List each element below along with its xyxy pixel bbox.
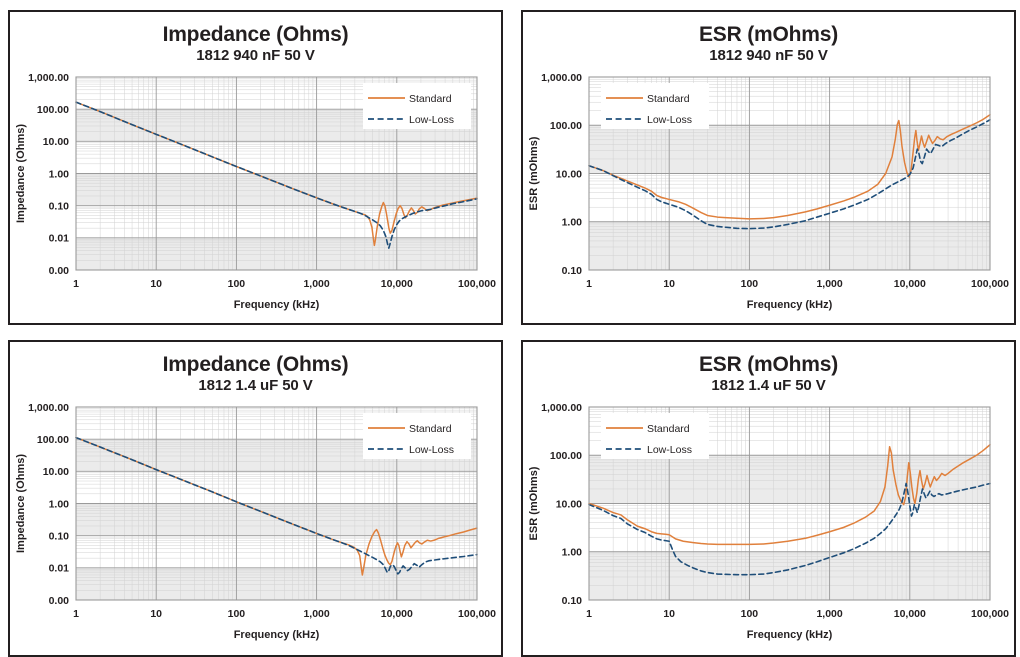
x-axis-title: Frequency (kHz) (747, 299, 833, 311)
chart-legend: Standard Low-Loss (601, 83, 709, 129)
chart-area: 1,000.00 100.00 10.00 1.00 0.10 0.01 0.00 1 10 10… (10, 68, 501, 323)
x-tick-label: 10,000 (894, 608, 926, 620)
y-tick-label: 0.00 (49, 595, 70, 607)
x-tick-label: 10,000 (381, 278, 413, 290)
x-tick-label: 10,000 (381, 608, 413, 620)
panel-title: ESR (mOhms) (699, 353, 838, 376)
chart-area: 1,000.00 100.00 10.00 1.00 0.10 1 10 100 1,000 10… (523, 68, 1014, 323)
legend-label: Low-Loss (409, 114, 454, 126)
chart-legend: Standard Low-Loss (601, 413, 709, 459)
panel-title: Impedance (Ohms) (162, 23, 349, 46)
x-tick-label: 1 (73, 278, 79, 290)
panel-esr-1p4uf: ESR (mOhms) 1812 1.4 uF 50 V 1,000.00 100… (521, 340, 1016, 657)
x-tick-label: 10 (663, 278, 675, 290)
x-tick-label: 10 (663, 608, 675, 620)
x-tick-label: 100 (228, 278, 246, 290)
y-tick-label: 10.00 (43, 136, 69, 148)
y-tick-label: 10.00 (556, 498, 582, 510)
x-axis-title: Frequency (kHz) (234, 299, 320, 311)
panel-subtitle: 1812 1.4 uF 50 V (198, 377, 313, 395)
y-axis-title: Impedance (Ohms) (15, 454, 27, 553)
x-tick-label: 1 (586, 278, 592, 290)
x-tick-label: 10 (150, 278, 162, 290)
y-tick-label: 1.00 (562, 547, 583, 559)
chart-area: 1,000.00 100.00 10.00 1.00 0.10 1 10 100 1,000 10… (523, 398, 1014, 655)
x-tick-label: 100 (228, 608, 246, 620)
panel-impedance-940nf: Impedance (Ohms) 1812 940 nF 50 V 1,000.… (8, 10, 503, 325)
legend-label: Standard (409, 93, 452, 105)
panel-subtitle: 1812 940 nF 50 V (709, 47, 828, 65)
y-tick-label: 1,000.00 (28, 72, 69, 84)
x-axis-title: Frequency (kHz) (747, 629, 833, 641)
y-tick-label: 10.00 (43, 466, 69, 478)
y-tick-label: 1.00 (562, 217, 583, 229)
y-tick-label: 1,000.00 (541, 72, 582, 84)
x-tick-label: 100 (741, 278, 759, 290)
y-tick-label: 0.10 (49, 200, 70, 212)
y-axis-title: Impedance (Ohms) (15, 124, 27, 223)
x-tick-label: 100,000 (971, 278, 1009, 290)
y-tick-label: 1,000.00 (541, 402, 582, 414)
panel-esr-940nf: ESR (mOhms) 1812 940 nF 50 V 1,000.00 100… (521, 10, 1016, 325)
x-tick-label: 100 (741, 608, 759, 620)
y-tick-label: 100.00 (550, 450, 582, 462)
x-tick-label: 100,000 (458, 608, 496, 620)
x-tick-label: 1 (73, 608, 79, 620)
y-tick-label: 0.01 (49, 233, 70, 245)
legend-label: Standard (647, 93, 690, 105)
panel-title: ESR (mOhms) (699, 23, 838, 46)
panel-impedance-1p4uf: Impedance (Ohms) 1812 1.4 uF 50 V 1,000.… (8, 340, 503, 657)
y-tick-label: 0.10 (49, 530, 70, 542)
y-tick-label: 1,000.00 (28, 402, 69, 414)
x-tick-label: 1 (586, 608, 592, 620)
legend-label: Low-Loss (647, 444, 692, 456)
x-axis-title: Frequency (kHz) (234, 629, 320, 641)
legend-label: Low-Loss (647, 114, 692, 126)
legend-label: Standard (409, 423, 452, 435)
chart-legend: Standard Low-Loss (363, 83, 471, 129)
y-tick-label: 0.01 (49, 563, 70, 575)
y-tick-label: 0.00 (49, 265, 70, 277)
y-tick-label: 100.00 (37, 104, 69, 116)
y-axis-title: ESR (mOhms) (528, 466, 540, 540)
y-tick-label: 0.10 (562, 595, 583, 607)
chart-legend: Standard Low-Loss (363, 413, 471, 459)
y-tick-label: 1.00 (49, 498, 70, 510)
x-tick-label: 1,000 (303, 608, 329, 620)
y-axis-title: ESR (mOhms) (528, 136, 540, 210)
panel-subtitle: 1812 940 nF 50 V (196, 47, 315, 65)
chart-area: 1,000.00 100.00 10.00 1.00 0.10 0.01 0.00 1 10 10… (10, 398, 501, 655)
y-tick-label: 100.00 (550, 120, 582, 132)
legend-label: Low-Loss (409, 444, 454, 456)
x-tick-label: 1,000 (816, 278, 842, 290)
x-tick-label: 1,000 (816, 608, 842, 620)
panel-subtitle: 1812 1.4 uF 50 V (711, 377, 826, 395)
y-tick-label: 1.00 (49, 168, 70, 180)
x-tick-label: 100,000 (971, 608, 1009, 620)
y-tick-label: 100.00 (37, 434, 69, 446)
x-tick-label: 10,000 (894, 278, 926, 290)
x-tick-label: 10 (150, 608, 162, 620)
x-tick-label: 100,000 (458, 278, 496, 290)
y-tick-label: 0.10 (562, 265, 583, 277)
y-tick-label: 10.00 (556, 168, 582, 180)
x-tick-label: 1,000 (303, 278, 329, 290)
legend-label: Standard (647, 423, 690, 435)
panel-title: Impedance (Ohms) (162, 353, 349, 376)
